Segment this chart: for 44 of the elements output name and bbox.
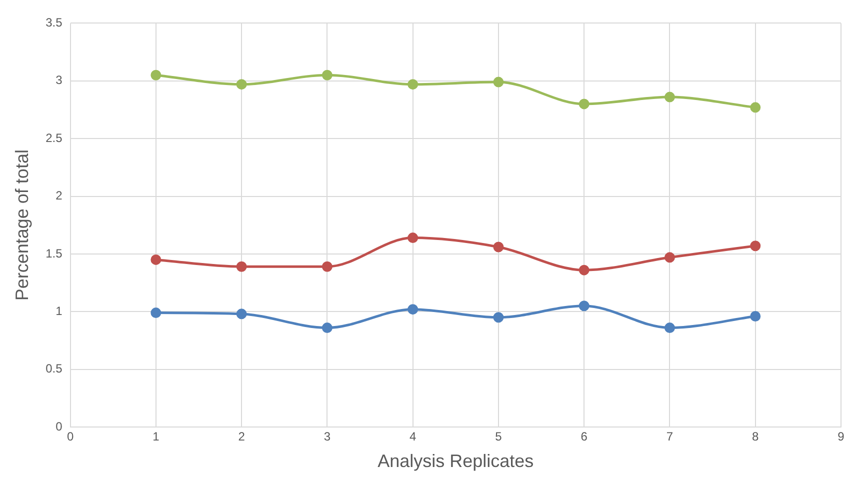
point — [664, 92, 675, 102]
y-tick-label: 1.5 — [46, 246, 63, 260]
point — [493, 76, 504, 88]
x-tick-label: 5 — [495, 430, 502, 444]
x-tick-label: 3 — [324, 430, 331, 444]
point — [750, 240, 761, 252]
point — [750, 310, 761, 322]
x-tick-label: 2 — [238, 430, 246, 444]
x-tick-label: 0 — [66, 430, 74, 444]
point — [322, 261, 332, 272]
x-tick-label: 8 — [752, 430, 760, 444]
point — [750, 102, 761, 113]
point — [578, 264, 590, 276]
x-tick-label: 4 — [409, 430, 416, 444]
point — [150, 254, 162, 265]
x-tick-label: 1 — [152, 430, 160, 444]
point — [493, 312, 504, 323]
point — [408, 232, 418, 244]
point — [578, 98, 590, 110]
x-tick-label: 9 — [838, 430, 845, 444]
point — [236, 308, 247, 320]
point — [150, 70, 162, 80]
point — [578, 300, 590, 312]
y-tick-label: 3.5 — [46, 16, 63, 30]
point — [236, 261, 247, 272]
y-tick-label: 0.5 — [46, 362, 63, 376]
point — [322, 322, 332, 334]
y-axis-title: Percentage of total — [12, 150, 32, 301]
point — [664, 252, 675, 263]
x-tick-label: 7 — [666, 430, 674, 444]
x-tick-label: 6 — [580, 430, 588, 444]
point — [150, 308, 162, 318]
point — [322, 70, 332, 80]
point — [493, 242, 504, 252]
point — [408, 304, 418, 315]
y-tick-label: 0 — [56, 419, 63, 434]
y-tick-label: 2 — [56, 188, 63, 203]
y-tick-label: 2.5 — [46, 130, 63, 145]
y-tick-label: 1 — [56, 304, 63, 318]
y-tick-label: 3 — [56, 73, 63, 88]
x-axis-title: Analysis Replicates — [378, 451, 534, 472]
point — [408, 79, 418, 90]
point — [664, 322, 675, 334]
point — [236, 79, 247, 90]
